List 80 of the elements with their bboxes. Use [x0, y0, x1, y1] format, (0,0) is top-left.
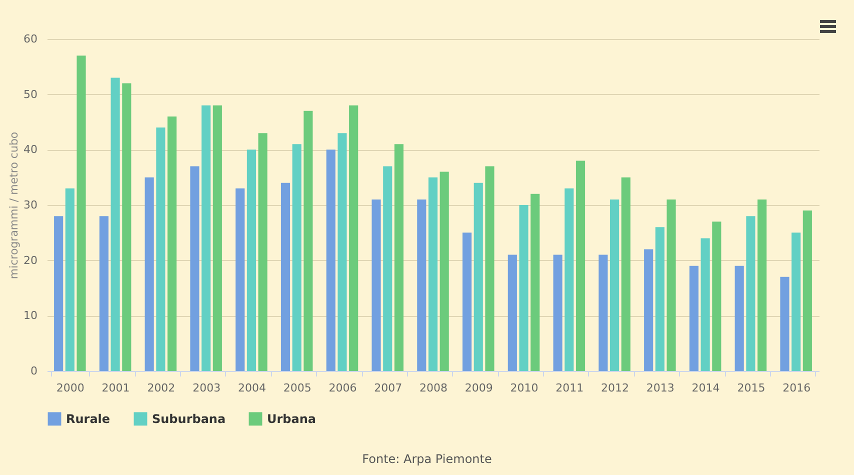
- bar: [474, 182, 483, 371]
- y-axis-title: microgrammi / metro cubo: [8, 132, 21, 280]
- bar: [576, 160, 586, 371]
- bar: [280, 182, 290, 371]
- y-tick-label: 10: [24, 309, 38, 322]
- y-tick-label: 50: [24, 88, 38, 101]
- bar: [65, 188, 74, 371]
- bar: [190, 166, 200, 371]
- bar: [122, 83, 132, 371]
- bar: [144, 177, 154, 371]
- x-tick-label: 2010: [510, 382, 538, 394]
- bar: [564, 188, 574, 371]
- source-note: Fonte: Arpa Piemonte: [361, 452, 493, 466]
- bar: [644, 249, 654, 371]
- bar: [689, 266, 699, 371]
- bar: [530, 194, 540, 371]
- x-tick-label: 2016: [782, 382, 811, 394]
- bar: [110, 78, 120, 371]
- bar: [304, 110, 313, 371]
- y-tick-label: 0: [30, 364, 38, 378]
- y-tick-label: 20: [24, 254, 38, 267]
- x-tick-label: 2013: [646, 382, 674, 394]
- bar: [292, 144, 302, 371]
- x-tick-label: 2005: [283, 382, 312, 394]
- x-tick-label: 2002: [147, 382, 176, 394]
- bar: [792, 232, 801, 371]
- x-tick-label: 2009: [464, 382, 493, 394]
- bar: [508, 254, 517, 371]
- bar: [666, 199, 676, 371]
- bar: [780, 276, 790, 371]
- bar: [553, 254, 562, 371]
- bar: [428, 177, 438, 371]
- x-tick-label: 2012: [601, 382, 630, 394]
- x-tick-label: 2006: [328, 382, 357, 394]
- bar: [485, 166, 494, 371]
- bar: [99, 216, 108, 371]
- bar: [610, 199, 620, 371]
- bar: [734, 266, 744, 371]
- bar: [758, 199, 767, 371]
- y-tick-label: 60: [24, 32, 38, 46]
- legend-label: Rurale: [66, 412, 110, 426]
- bar: [746, 216, 756, 371]
- bar: [621, 177, 630, 371]
- bar: [326, 150, 336, 371]
- x-tick-label: 2003: [192, 382, 221, 394]
- bar: [394, 144, 404, 371]
- y-tick-label: 40: [24, 143, 38, 156]
- x-tick-label: 2000: [56, 382, 84, 394]
- bar: [655, 227, 664, 371]
- bar: [440, 172, 449, 371]
- bar: [202, 105, 211, 371]
- bar: [712, 222, 722, 371]
- x-tick-label: 2014: [692, 382, 720, 394]
- bar: [372, 199, 381, 371]
- bar: [700, 238, 710, 371]
- x-tick-label: 2015: [737, 382, 766, 394]
- bar: [338, 133, 347, 371]
- x-tick-label: 2008: [420, 382, 448, 394]
- y-tick-label: 30: [24, 198, 38, 212]
- bar: [236, 188, 245, 371]
- bar: [76, 56, 86, 371]
- bar: [246, 150, 256, 371]
- bar: [212, 105, 222, 371]
- legend-label: Urbana: [267, 412, 316, 426]
- legend-label: Suburbana: [152, 412, 226, 426]
- bar: [383, 166, 392, 371]
- x-tick-label: 2011: [556, 382, 584, 394]
- x-tick-label: 2001: [102, 382, 130, 394]
- bar: [349, 105, 358, 371]
- bar: [258, 133, 268, 371]
- bar: [462, 232, 472, 371]
- bar: [598, 254, 608, 371]
- x-tick-label: 2007: [374, 382, 402, 394]
- bar: [417, 199, 426, 371]
- bar: [54, 216, 64, 371]
- bar: [802, 210, 812, 371]
- bar: [156, 128, 166, 371]
- x-tick-label: 2004: [238, 382, 266, 394]
- bar: [519, 205, 528, 371]
- bar: [167, 116, 177, 371]
